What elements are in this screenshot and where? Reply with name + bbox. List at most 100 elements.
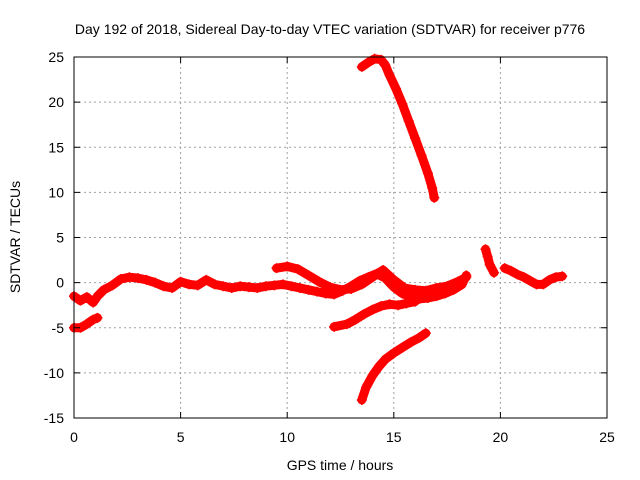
data-point [518, 272, 529, 283]
data-point [356, 279, 367, 290]
data-point [292, 264, 303, 275]
data-point [312, 286, 323, 297]
data-point [512, 269, 523, 280]
data-point [320, 288, 331, 299]
data-point [380, 354, 391, 365]
data-point [303, 270, 314, 281]
data-point [429, 192, 440, 203]
data-point [81, 292, 92, 303]
data-point [378, 264, 389, 275]
y-tick-label: -15 [44, 410, 64, 426]
series-trace [357, 328, 431, 405]
x-tick-label: 10 [279, 429, 295, 445]
data-point [350, 314, 361, 325]
x-tick-label: 20 [493, 429, 509, 445]
data-point [92, 291, 103, 302]
data-point [422, 168, 433, 179]
data-point [184, 279, 195, 290]
y-tick-label: -10 [44, 365, 64, 381]
data-point [373, 361, 384, 372]
data-point [431, 283, 442, 294]
data-point [388, 274, 399, 285]
data-point [397, 342, 408, 353]
data-point [346, 283, 357, 294]
data-point [158, 281, 169, 292]
series-7 [480, 244, 500, 278]
data-point [410, 284, 421, 295]
data-point [277, 279, 288, 290]
data-point [452, 276, 463, 287]
data-point [324, 282, 335, 293]
data-point [489, 267, 500, 278]
data-point [442, 281, 453, 292]
data-point [557, 271, 568, 282]
data-point [88, 314, 99, 325]
data-point [218, 281, 229, 292]
data-point [480, 244, 491, 255]
data-point [303, 284, 314, 295]
data-point [150, 277, 161, 288]
data-point [376, 301, 387, 312]
data-point [75, 295, 86, 306]
data-point [141, 274, 152, 285]
data-point [132, 273, 143, 284]
data-point [81, 319, 92, 330]
data-point [544, 274, 555, 285]
data-point [369, 53, 380, 64]
data-point [124, 272, 135, 283]
data-point [269, 280, 280, 291]
y-tick-label: 5 [56, 230, 64, 246]
data-point [235, 281, 246, 292]
series-layer [69, 53, 568, 405]
data-point [192, 280, 203, 291]
x-tick-label: 5 [177, 429, 185, 445]
data-point [243, 282, 254, 293]
data-point [115, 274, 126, 285]
data-point [107, 280, 118, 291]
data-point [499, 263, 510, 274]
data-point [286, 281, 297, 292]
data-point [410, 296, 421, 307]
data-point [384, 299, 395, 310]
data-point [361, 382, 372, 393]
data-point [399, 283, 410, 294]
grid-lines [74, 57, 607, 418]
data-point [482, 251, 493, 262]
axis-ticks: 0 5 10 15 20 25 -15 -10 -5 0 5 10 15 20 25 [44, 49, 615, 445]
series-trace [357, 54, 439, 203]
data-point [401, 298, 412, 309]
data-point [420, 285, 431, 296]
series-3 [271, 261, 472, 296]
data-point [356, 394, 367, 405]
data-point [390, 83, 401, 94]
data-point [209, 279, 220, 290]
data-point [367, 370, 378, 381]
data-point [282, 261, 293, 272]
y-tick-label: 0 [56, 275, 64, 291]
x-axis-label: GPS time / hours [287, 457, 394, 473]
data-point [427, 182, 438, 193]
data-point [271, 263, 282, 274]
data-point [403, 116, 414, 127]
data-point [260, 281, 271, 292]
x-tick-label: 25 [599, 429, 615, 445]
data-point [356, 61, 367, 72]
series-4 [329, 296, 421, 332]
data-point [393, 300, 404, 311]
series-trace [481, 244, 499, 278]
data-point [363, 57, 374, 68]
y-tick-label: 25 [48, 49, 64, 65]
data-point [388, 348, 399, 359]
data-point [201, 274, 212, 285]
data-point [341, 319, 352, 330]
series-5 [356, 328, 431, 405]
data-point [252, 283, 263, 294]
y-tick-label: 15 [48, 139, 64, 155]
data-point [358, 309, 369, 320]
y-tick-label: -5 [52, 320, 65, 336]
data-point [384, 70, 395, 81]
data-point [98, 284, 109, 295]
data-point [335, 284, 346, 295]
y-axis-label: SDTVAR / TECUs [7, 181, 23, 293]
